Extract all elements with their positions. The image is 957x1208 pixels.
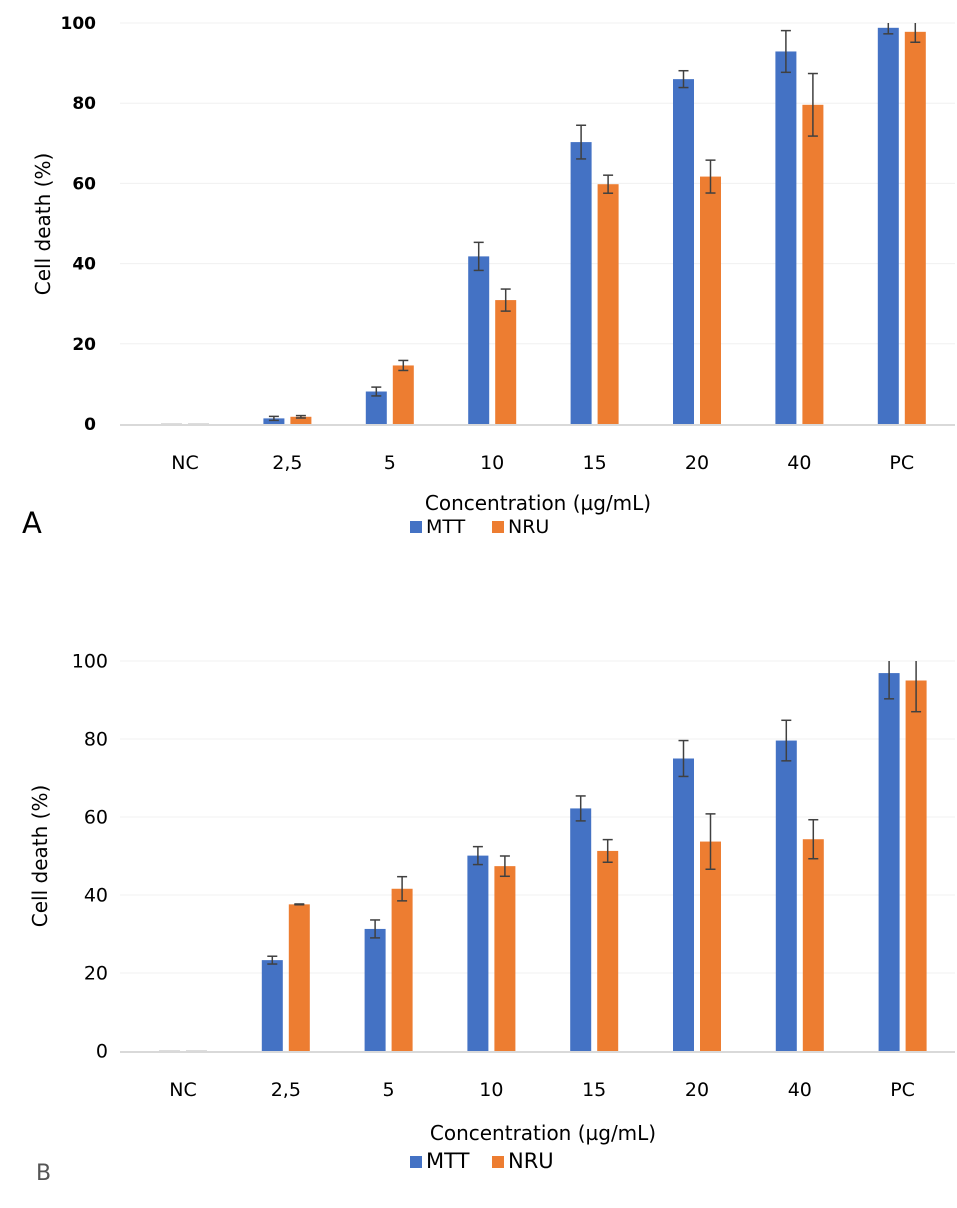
- x-tick-label: 2,5: [272, 452, 302, 474]
- bar-mtt-7: [877, 27, 899, 424]
- y-tick-label: 20: [84, 963, 108, 985]
- bar-mtt-2: [364, 928, 386, 1051]
- bar-nru-1: [290, 416, 312, 424]
- x-tick-label: 15: [582, 1079, 606, 1101]
- bar-nru-5: [700, 176, 721, 424]
- x-tick-label: 5: [383, 1079, 395, 1101]
- bar-mtt-2: [365, 391, 387, 424]
- legend-label-mtt: MTT: [426, 516, 466, 538]
- bar-nru-0: [188, 423, 209, 424]
- bar-mtt-7: [878, 673, 900, 1051]
- legend-swatch-mtt: [410, 521, 422, 533]
- bar-nru-5: [700, 841, 721, 1051]
- y-tick-label: 20: [72, 335, 96, 355]
- bar-nru-0: [186, 1050, 207, 1051]
- y-tick-label: 0: [96, 1041, 108, 1063]
- x-tick-label: 20: [685, 452, 709, 474]
- bar-mtt-6: [775, 740, 797, 1051]
- bar-mtt-1: [261, 960, 283, 1051]
- y-axis-title: Cell death (%): [28, 785, 52, 927]
- x-tick-label: 5: [384, 452, 396, 474]
- y-tick-label: 60: [72, 174, 96, 194]
- bar-nru-3: [494, 866, 516, 1051]
- bar-mtt-0: [159, 1050, 180, 1051]
- x-axis-title: Concentration (µg/mL): [425, 491, 651, 515]
- bar-mtt-5: [673, 758, 694, 1051]
- x-tick-label: 40: [788, 1079, 812, 1101]
- bar-nru-4: [597, 184, 619, 424]
- bar-mtt-1: [263, 418, 285, 424]
- bar-nru-2: [391, 888, 413, 1051]
- y-tick-label: 100: [72, 651, 108, 673]
- bar-nru-2: [392, 365, 414, 424]
- bar-mtt-5: [673, 79, 694, 424]
- bar-mtt-4: [570, 808, 592, 1051]
- legend-swatch-mtt: [410, 1156, 422, 1168]
- x-tick-label: 2,5: [271, 1079, 301, 1101]
- legend-swatch-nru: [492, 1156, 504, 1168]
- bar-nru-7: [905, 680, 927, 1051]
- y-tick-label: 40: [84, 885, 108, 907]
- y-tick-label: 100: [61, 14, 97, 34]
- x-tick-label: NC: [171, 452, 198, 474]
- bar-nru-4: [597, 850, 619, 1051]
- bar-mtt-3: [467, 855, 489, 1051]
- x-tick-label: 10: [479, 1079, 503, 1101]
- panel-label: B: [36, 1161, 51, 1186]
- bar-mtt-0: [161, 423, 182, 424]
- x-tick-label: PC: [890, 1079, 915, 1101]
- panel-label: A: [22, 506, 42, 540]
- legend-label-nru: NRU: [508, 1149, 554, 1173]
- y-tick-label: 80: [72, 94, 96, 114]
- chart-a: 0 20 40 60 80 100 NC 2,5 5 10 15 20 40 PC Concentratio…: [22, 14, 955, 540]
- y-tick-label: 0: [84, 415, 96, 435]
- bar-nru-6: [802, 104, 824, 424]
- bar-nru-7: [904, 31, 926, 425]
- y-tick-label: 80: [84, 729, 108, 751]
- y-tick-label: 40: [72, 255, 96, 275]
- x-tick-label: 15: [583, 452, 607, 474]
- x-tick-label: 40: [787, 452, 811, 474]
- bar-mtt-4: [570, 142, 592, 425]
- y-tick-label: 60: [84, 807, 108, 829]
- x-tick-label: 10: [480, 452, 504, 474]
- y-axis-title: Cell death (%): [31, 153, 55, 295]
- bar-nru-3: [495, 300, 517, 424]
- bar-mtt-3: [468, 256, 490, 424]
- x-tick-label: NC: [169, 1079, 196, 1101]
- chart-b: 0 20 40 60 80 100 NC 2,5 5 10 15 20 40 PC Concentratio…: [28, 651, 955, 1186]
- x-tick-label: 20: [685, 1079, 709, 1101]
- x-tick-label: PC: [889, 452, 914, 474]
- legend-label-mtt: MTT: [426, 1149, 470, 1173]
- bar-mtt-6: [775, 51, 797, 424]
- x-axis-title: Concentration (µg/mL): [430, 1121, 656, 1145]
- bar-nru-6: [802, 839, 824, 1051]
- bar-nru-1: [288, 904, 310, 1051]
- legend-swatch-nru: [492, 521, 504, 533]
- legend-label-nru: NRU: [508, 516, 549, 538]
